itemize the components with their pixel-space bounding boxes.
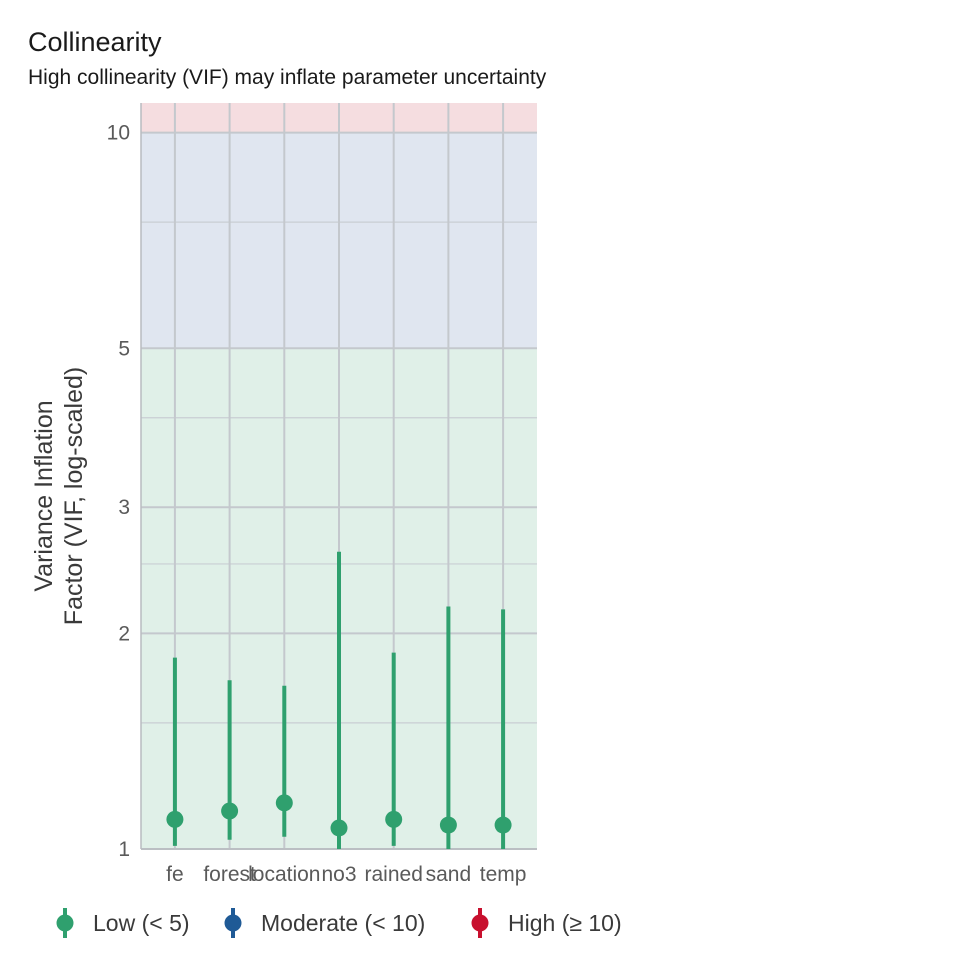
y-tick-label: 5 xyxy=(118,337,130,360)
chart-title: Collinearity xyxy=(28,27,162,57)
legend-marker-moderate xyxy=(224,914,242,932)
chart-subtitle: High collinearity (VIF) may inflate para… xyxy=(28,66,547,89)
y-tick-label: 3 xyxy=(118,496,130,519)
vif-point-temp xyxy=(494,816,512,834)
y-tick-label: 1 xyxy=(118,838,130,861)
legend-label-high: High (≥ 10) xyxy=(508,910,622,936)
vif-point-sand xyxy=(439,816,457,834)
y-tick-label: 2 xyxy=(118,622,130,645)
legend-marker-high xyxy=(471,914,489,932)
x-tick-label-forest: forest xyxy=(203,863,256,886)
x-tick-label-sand: sand xyxy=(426,863,472,886)
vif-point-forest xyxy=(221,802,239,820)
x-tick-label-rained: rained xyxy=(365,863,423,886)
y-axis-ticks: 1 2 3 5 10 xyxy=(107,122,130,861)
x-tick-label-temp: temp xyxy=(480,863,527,886)
legend-label-low: Low (< 5) xyxy=(93,910,190,936)
legend-item-high: High (≥ 10) xyxy=(471,908,622,938)
y-axis-label-line-1: Variance Inflation xyxy=(30,400,58,591)
y-axis-label-line-2: Factor (VIF, log-scaled) xyxy=(60,367,88,625)
y-tick-label: 10 xyxy=(107,122,130,145)
y-axis-label: Variance Inflation Factor (VIF, log-scal… xyxy=(30,367,88,625)
x-tick-label-no3: no3 xyxy=(321,863,356,886)
legend-item-low: Low (< 5) xyxy=(56,908,190,938)
vif-point-location xyxy=(275,794,293,812)
x-tick-label-fe: fe xyxy=(166,863,184,886)
vif-point-fe xyxy=(166,810,184,828)
legend-label-moderate: Moderate (< 10) xyxy=(261,910,425,936)
legend-marker-low xyxy=(56,914,74,932)
plot-panel xyxy=(140,103,537,850)
vif-point-no3 xyxy=(330,819,348,837)
legend-item-moderate: Moderate (< 10) xyxy=(224,908,425,938)
data-marks xyxy=(166,551,512,849)
vif-point-rained xyxy=(385,810,403,828)
x-tick-label-location: location xyxy=(248,863,320,886)
legend: Low (< 5) Moderate (< 10) High (≥ 10) xyxy=(56,908,622,938)
